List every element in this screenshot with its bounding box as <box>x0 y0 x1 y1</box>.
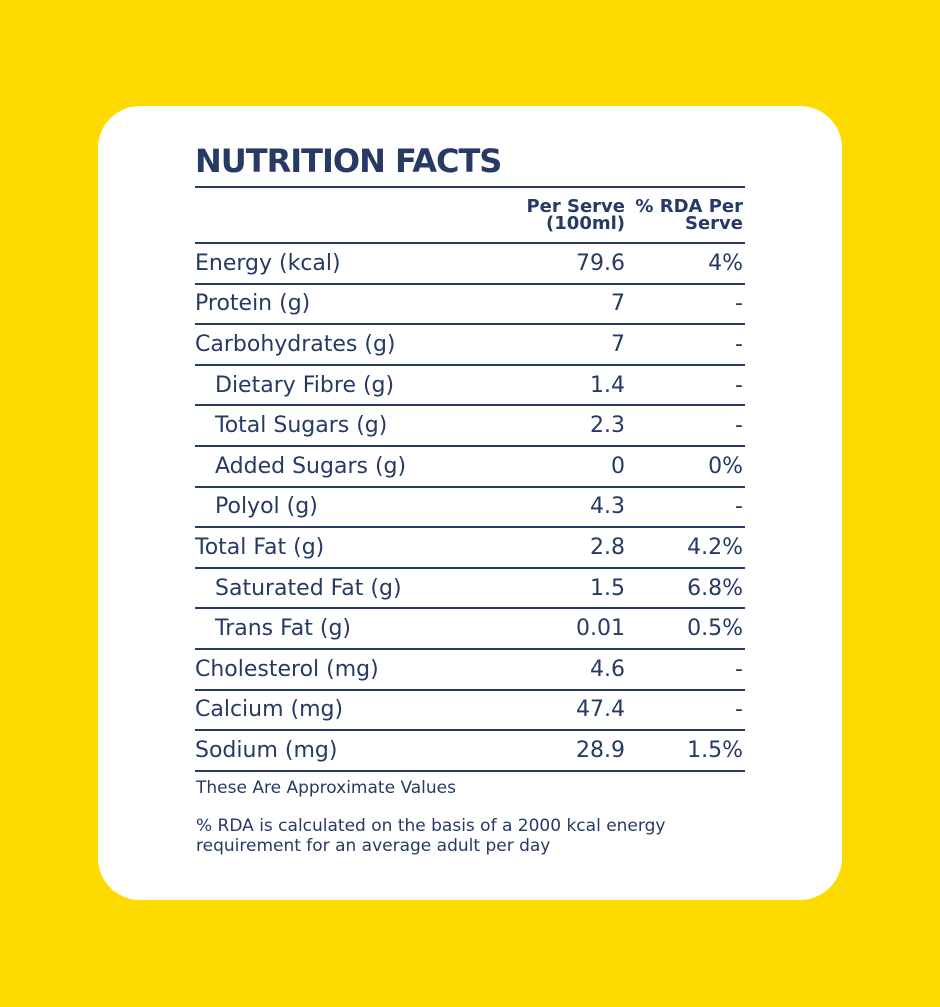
per-serve-value: 1.4 <box>515 364 625 407</box>
per-serve-value: 79.6 <box>515 243 625 285</box>
rda-value: 0% <box>625 445 745 488</box>
nutrition-table: Per Serve (100ml) % RDA Per Serve Energy… <box>195 186 745 772</box>
table-row: Dietary Fibre (g) 1.4- <box>195 364 745 407</box>
table-row: Added Sugars (g) 0 0% <box>195 445 745 488</box>
header-per-serve: Per Serve (100ml) <box>515 186 625 244</box>
rda-value: - <box>625 324 745 366</box>
rda-value: - <box>625 486 745 529</box>
nutrient-name: Protein (g) <box>195 283 515 326</box>
nutrient-name: Dietary Fibre (g) <box>195 364 515 407</box>
rda-basis-note: % RDA is calculated on the basis of a 20… <box>196 816 666 856</box>
rda-value: - <box>625 405 745 447</box>
table-row: Protein (g) 7- <box>195 283 745 326</box>
header-nutrient <box>195 186 515 244</box>
header-rda: % RDA Per Serve <box>625 186 745 244</box>
nutrient-name: Cholesterol (mg) <box>195 648 515 691</box>
nutrient-name: Saturated Fat (g) <box>195 567 515 610</box>
rda-value: 0.5% <box>625 608 745 650</box>
rda-value: 6.8% <box>625 567 745 610</box>
approximate-values-note: These Are Approximate Values <box>196 778 456 798</box>
nutrient-name: Total Fat (g) <box>195 527 515 569</box>
nutrient-name: Trans Fat (g) <box>195 608 515 650</box>
table-row: Calcium (mg) 47.4- <box>195 689 745 732</box>
nutrient-name: Sodium (mg) <box>195 730 515 772</box>
nutrient-name: Energy (kcal) <box>195 243 515 285</box>
rda-value: - <box>625 364 745 407</box>
per-serve-value: 4.3 <box>515 486 625 529</box>
per-serve-value: 1.5 <box>515 567 625 610</box>
per-serve-value: 7 <box>515 283 625 326</box>
table-row: Cholesterol (mg) 4.6- <box>195 648 745 691</box>
per-serve-value: 0.01 <box>515 608 625 650</box>
nutrient-name: Total Sugars (g) <box>195 405 515 447</box>
table-row: Energy (kcal) 79.6 4% <box>195 243 745 285</box>
table-row: Total Sugars (g) 2.3- <box>195 405 745 447</box>
table-row: Polyol (g) 4.3- <box>195 486 745 529</box>
table-row: Saturated Fat (g) 1.5 6.8% <box>195 567 745 610</box>
table-row: Sodium (mg) 28.9 1.5% <box>195 730 745 772</box>
nutrient-name: Polyol (g) <box>195 486 515 529</box>
rda-value: 4% <box>625 243 745 285</box>
rda-value: - <box>625 689 745 732</box>
rda-value: - <box>625 648 745 691</box>
per-serve-value: 47.4 <box>515 689 625 732</box>
per-serve-value: 0 <box>515 445 625 488</box>
table-row: Total Fat (g) 2.8 4.2% <box>195 527 745 569</box>
nutrient-name: Carbohydrates (g) <box>195 324 515 366</box>
per-serve-value: 2.8 <box>515 527 625 569</box>
per-serve-value: 28.9 <box>515 730 625 772</box>
rda-value: - <box>625 283 745 326</box>
table-row: Trans Fat (g) 0.01 0.5% <box>195 608 745 650</box>
table-row: Carbohydrates (g) 7- <box>195 324 745 366</box>
nutrient-name: Calcium (mg) <box>195 689 515 732</box>
per-serve-value: 4.6 <box>515 648 625 691</box>
per-serve-value: 7 <box>515 324 625 366</box>
page-title: NUTRITION FACTS <box>195 142 502 180</box>
rda-value: 4.2% <box>625 527 745 569</box>
per-serve-value: 2.3 <box>515 405 625 447</box>
rda-value: 1.5% <box>625 730 745 772</box>
nutrient-name: Added Sugars (g) <box>195 445 515 488</box>
table-header-row: Per Serve (100ml) % RDA Per Serve <box>195 186 745 244</box>
